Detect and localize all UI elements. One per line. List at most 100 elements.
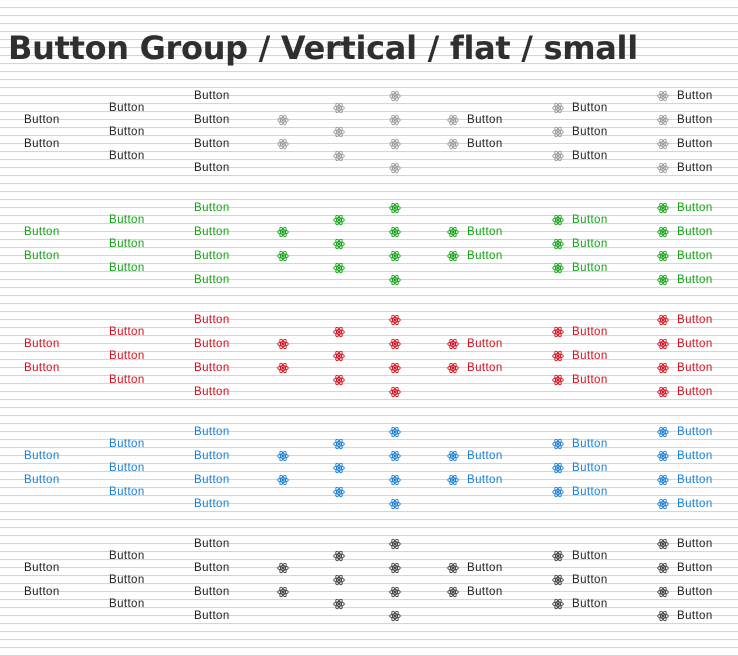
dark-icon-button[interactable] (277, 556, 289, 580)
success-icon-button[interactable] (389, 220, 401, 244)
primary-icon-text-button[interactable]: Button (657, 444, 713, 468)
danger-icon-text-button[interactable]: Button (447, 332, 503, 356)
success-icon-text-button[interactable]: Button (657, 220, 713, 244)
danger-text-button[interactable]: Button (194, 308, 230, 332)
success-text-button[interactable]: Button (194, 244, 230, 268)
default-text-button[interactable]: Button (194, 84, 230, 108)
default-icon-text-button[interactable]: Button (552, 120, 608, 144)
dark-text-button[interactable]: Button (109, 592, 145, 616)
success-text-button[interactable]: Button (24, 220, 60, 244)
default-icon-button[interactable] (277, 108, 289, 132)
danger-icon-button[interactable] (389, 332, 401, 356)
dark-icon-text-button[interactable]: Button (657, 604, 713, 628)
primary-text-button[interactable]: Button (194, 420, 230, 444)
danger-text-button[interactable]: Button (194, 332, 230, 356)
primary-text-button[interactable]: Button (24, 444, 60, 468)
default-icon-button[interactable] (389, 156, 401, 180)
primary-text-button[interactable]: Button (194, 468, 230, 492)
primary-icon-text-button[interactable]: Button (657, 492, 713, 516)
primary-icon-button[interactable] (389, 420, 401, 444)
default-text-button[interactable]: Button (194, 108, 230, 132)
success-icon-text-button[interactable]: Button (447, 220, 503, 244)
danger-icon-text-button[interactable]: Button (552, 368, 608, 392)
dark-icon-text-button[interactable]: Button (447, 580, 503, 604)
default-icon-text-button[interactable]: Button (657, 108, 713, 132)
danger-icon-button[interactable] (389, 308, 401, 332)
primary-icon-button[interactable] (277, 468, 289, 492)
dark-icon-button[interactable] (389, 532, 401, 556)
dark-icon-text-button[interactable]: Button (447, 556, 503, 580)
default-text-button[interactable]: Button (109, 120, 145, 144)
success-text-button[interactable]: Button (109, 256, 145, 280)
success-text-button[interactable]: Button (194, 268, 230, 292)
primary-icon-text-button[interactable]: Button (657, 420, 713, 444)
default-icon-text-button[interactable]: Button (657, 156, 713, 180)
default-icon-button[interactable] (333, 120, 345, 144)
success-icon-text-button[interactable]: Button (657, 268, 713, 292)
dark-icon-text-button[interactable]: Button (657, 556, 713, 580)
danger-icon-button[interactable] (277, 356, 289, 380)
success-icon-button[interactable] (389, 244, 401, 268)
danger-text-button[interactable]: Button (194, 356, 230, 380)
success-text-button[interactable]: Button (109, 208, 145, 232)
danger-icon-button[interactable] (389, 380, 401, 404)
primary-icon-button[interactable] (389, 492, 401, 516)
dark-icon-button[interactable] (333, 592, 345, 616)
primary-icon-text-button[interactable]: Button (447, 444, 503, 468)
primary-icon-button[interactable] (333, 456, 345, 480)
danger-icon-button[interactable] (389, 356, 401, 380)
default-icon-text-button[interactable]: Button (552, 96, 608, 120)
default-icon-text-button[interactable]: Button (552, 144, 608, 168)
danger-text-button[interactable]: Button (194, 380, 230, 404)
primary-icon-button[interactable] (389, 444, 401, 468)
dark-icon-button[interactable] (277, 580, 289, 604)
success-icon-text-button[interactable]: Button (657, 244, 713, 268)
danger-text-button[interactable]: Button (24, 332, 60, 356)
danger-icon-text-button[interactable]: Button (657, 356, 713, 380)
dark-text-button[interactable]: Button (24, 556, 60, 580)
dark-icon-button[interactable] (333, 568, 345, 592)
default-icon-button[interactable] (389, 84, 401, 108)
danger-text-button[interactable]: Button (24, 356, 60, 380)
dark-icon-button[interactable] (333, 544, 345, 568)
danger-icon-text-button[interactable]: Button (657, 308, 713, 332)
default-text-button[interactable]: Button (24, 132, 60, 156)
primary-text-button[interactable]: Button (109, 456, 145, 480)
dark-text-button[interactable]: Button (194, 604, 230, 628)
default-icon-text-button[interactable]: Button (447, 132, 503, 156)
primary-text-button[interactable]: Button (194, 492, 230, 516)
dark-text-button[interactable]: Button (109, 568, 145, 592)
dark-icon-button[interactable] (389, 580, 401, 604)
dark-icon-button[interactable] (389, 556, 401, 580)
default-text-button[interactable]: Button (194, 156, 230, 180)
success-icon-button[interactable] (389, 196, 401, 220)
default-icon-button[interactable] (389, 108, 401, 132)
danger-text-button[interactable]: Button (109, 368, 145, 392)
success-text-button[interactable]: Button (194, 196, 230, 220)
dark-icon-text-button[interactable]: Button (657, 532, 713, 556)
primary-text-button[interactable]: Button (109, 432, 145, 456)
primary-icon-text-button[interactable]: Button (657, 468, 713, 492)
success-icon-text-button[interactable]: Button (552, 208, 608, 232)
primary-icon-text-button[interactable]: Button (447, 468, 503, 492)
danger-icon-button[interactable] (333, 368, 345, 392)
success-icon-button[interactable] (389, 268, 401, 292)
danger-icon-text-button[interactable]: Button (657, 332, 713, 356)
dark-text-button[interactable]: Button (24, 580, 60, 604)
primary-text-button[interactable]: Button (194, 444, 230, 468)
success-text-button[interactable]: Button (194, 220, 230, 244)
default-icon-button[interactable] (277, 132, 289, 156)
dark-icon-button[interactable] (389, 604, 401, 628)
dark-text-button[interactable]: Button (194, 556, 230, 580)
default-icon-button[interactable] (333, 96, 345, 120)
success-icon-button[interactable] (333, 256, 345, 280)
success-text-button[interactable]: Button (109, 232, 145, 256)
default-text-button[interactable]: Button (24, 108, 60, 132)
danger-icon-button[interactable] (333, 344, 345, 368)
danger-text-button[interactable]: Button (109, 320, 145, 344)
success-icon-text-button[interactable]: Button (552, 256, 608, 280)
default-icon-button[interactable] (333, 144, 345, 168)
primary-icon-button[interactable] (389, 468, 401, 492)
primary-icon-text-button[interactable]: Button (552, 480, 608, 504)
default-icon-button[interactable] (389, 132, 401, 156)
